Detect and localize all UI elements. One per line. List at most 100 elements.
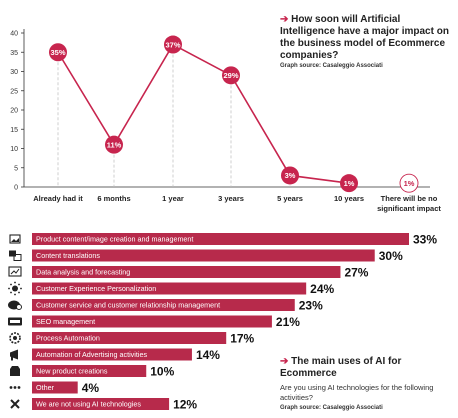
y-tick-label: 0 (14, 185, 18, 192)
line-chart-title-block: ➔ How soon will Artificial Intelligence … (280, 14, 452, 62)
image-icon (9, 234, 21, 244)
bar-category-label: Product content/image creation and manag… (36, 235, 193, 244)
data-point (399, 173, 419, 193)
more-icon (13, 386, 17, 389)
bar (32, 381, 78, 394)
bar-value-label: 12% (173, 398, 197, 412)
bar-chart-title: The main uses of AI for Ecommerce (280, 356, 402, 379)
analytics-icon (8, 266, 22, 277)
data-point (49, 43, 67, 62)
personalization-icon (18, 291, 20, 294)
bar-category-label: Customer service and customer relationsh… (36, 301, 220, 310)
close-icon (10, 399, 20, 409)
arrow-icon: ➔ (280, 356, 289, 367)
y-tick-label: 30 (10, 69, 18, 76)
bar (32, 299, 295, 311)
x-tick-label: 5 years (277, 194, 303, 203)
more-icon (17, 386, 21, 389)
x-tick-label: significant impact (377, 204, 441, 213)
bar-row: Process Automation 17% (9, 332, 255, 346)
bar-category-label: Automation of Advertising activities (36, 350, 147, 359)
bar-value-label: 27% (344, 266, 368, 280)
bar-row: Content translations 30% (9, 249, 403, 263)
bar-row: New product creations 10% (10, 365, 175, 379)
y-tick-label: 10 (10, 146, 18, 153)
personalization-icon (14, 293, 16, 296)
data-label: 29% (223, 71, 238, 80)
bar-chart-title-block: ➔ The main uses of AI for Ecommerce (280, 356, 430, 380)
data-point (222, 66, 240, 85)
automation-icon (13, 336, 17, 340)
megaphone-icon (11, 356, 13, 361)
personalization-icon (18, 283, 20, 286)
x-tick-label: 6 months (97, 194, 130, 203)
bar-category-label: New product creations (36, 367, 108, 376)
bar (32, 266, 341, 278)
bar-chart-source: Graph source: Casaleggio Associati (280, 405, 383, 411)
x-tick-label: There will be no (381, 194, 438, 203)
image-icon (11, 238, 19, 242)
bar-value-label: 24% (310, 282, 334, 296)
bar-row: SEO management 21% (8, 315, 300, 329)
bar-value-label: 10% (150, 365, 174, 379)
bar (32, 282, 307, 295)
bar-value-label: 17% (230, 332, 254, 346)
bar-row: Automation of Advertising activities 14% (10, 348, 220, 362)
bar (32, 398, 170, 410)
bar (32, 249, 375, 262)
y-tick-label: 25 (10, 88, 18, 95)
arrow-icon: ➔ (280, 14, 289, 25)
bar (32, 332, 227, 344)
bar-category-label: SEO management (36, 317, 95, 326)
analytics-icon (10, 268, 20, 275)
personalization-icon (10, 283, 12, 286)
automation-icon (9, 332, 21, 344)
bar-category-label: Customer Experience Personalization (36, 284, 156, 293)
personalization-icon (8, 287, 10, 290)
line-chart: 0 5 10 15 20 25 30 35 40 35% 11% 37% 29% 3% 1% 1% Alread… (10, 29, 441, 213)
x-tick-label: 1 year (162, 194, 184, 203)
bar-category-label: Data analysis and forecasting (36, 268, 130, 277)
y-tick-label: 5 (14, 165, 18, 172)
bar (32, 233, 409, 245)
personalization-icon (20, 287, 22, 290)
bar-row: Other 4% (9, 381, 100, 395)
bar-value-label: 14% (196, 348, 220, 362)
translate-icon (9, 250, 16, 257)
y-tick-label: 35 (10, 50, 18, 57)
bar (32, 315, 272, 328)
series-line (57, 43, 350, 184)
data-point (164, 35, 182, 54)
data-point (281, 166, 299, 185)
bar (32, 365, 147, 377)
seo-icon (10, 320, 20, 323)
bar-row: Customer Experience Personalization 24% (8, 281, 335, 296)
new-product-icon (10, 366, 20, 376)
bar-value-label: 30% (379, 249, 403, 263)
bar-value-label: 21% (276, 315, 300, 329)
data-point (105, 135, 123, 154)
bar-row: Product content/image creation and manag… (9, 233, 437, 247)
personalization-icon (14, 281, 16, 284)
bar-category-label: Other (36, 383, 55, 392)
y-tick-label: 40 (10, 31, 18, 38)
x-tick-label: 3 years (218, 194, 244, 203)
data-label: 1% (404, 179, 415, 188)
line-chart-title: How soon will Artificial Intelligence ha… (280, 14, 449, 61)
personalization-icon (10, 291, 12, 294)
bar-value-label: 23% (299, 299, 323, 313)
data-point (340, 174, 358, 193)
x-tick-label: 10 years (334, 194, 364, 203)
y-tick-label: 20 (10, 108, 18, 115)
data-label: 1% (344, 179, 355, 188)
bar-category-label: Content translations (36, 251, 100, 260)
more-icon (9, 386, 13, 389)
bar-row: Customer service and customer relationsh… (8, 299, 323, 313)
x-tick-label: Already had it (33, 194, 83, 203)
bar-value-label: 4% (82, 381, 100, 395)
bar-category-label: Process Automation (36, 334, 100, 343)
line-chart-source: Graph source: Casaleggio Associati (280, 63, 383, 69)
chat-icon (16, 304, 22, 310)
data-label: 35% (50, 48, 65, 57)
data-label: 37% (165, 40, 180, 49)
